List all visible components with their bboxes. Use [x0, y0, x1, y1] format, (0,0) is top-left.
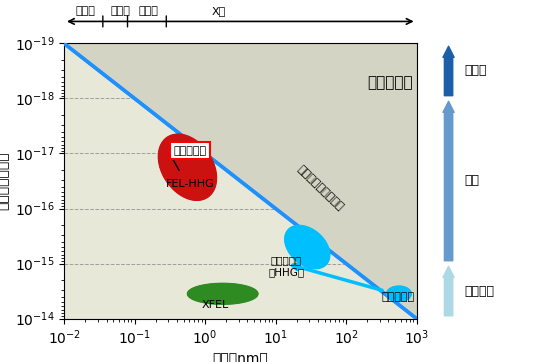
- Polygon shape: [187, 283, 258, 304]
- Text: X線: X線: [212, 6, 226, 16]
- Text: ゼプト: ゼプト: [465, 64, 487, 77]
- Text: 固体レーザ: 固体レーザ: [381, 292, 414, 302]
- Polygon shape: [159, 134, 216, 200]
- Text: 可視光: 可視光: [111, 6, 130, 16]
- Text: フェムト: フェムト: [465, 285, 494, 298]
- Polygon shape: [285, 226, 330, 269]
- Text: 到達不可能: 到達不可能: [367, 75, 413, 90]
- Text: 高次高調波
（HHG）: 高次高調波 （HHG）: [268, 255, 304, 277]
- Text: 単一サイクルパルス: 単一サイクルパルス: [295, 164, 345, 213]
- Text: アト: アト: [465, 174, 480, 188]
- Text: 赤外線: 赤外線: [75, 6, 95, 16]
- X-axis label: 波長（nm）: 波長（nm）: [213, 353, 268, 362]
- Polygon shape: [387, 286, 411, 302]
- Text: XFEL: XFEL: [201, 300, 229, 310]
- Text: 紫外線: 紫外線: [139, 6, 159, 16]
- Text: FEL-HHG: FEL-HHG: [166, 179, 215, 189]
- Y-axis label: パルス幅（秒）: パルス幅（秒）: [0, 152, 9, 210]
- Text: 今回の成果: 今回の成果: [174, 146, 207, 156]
